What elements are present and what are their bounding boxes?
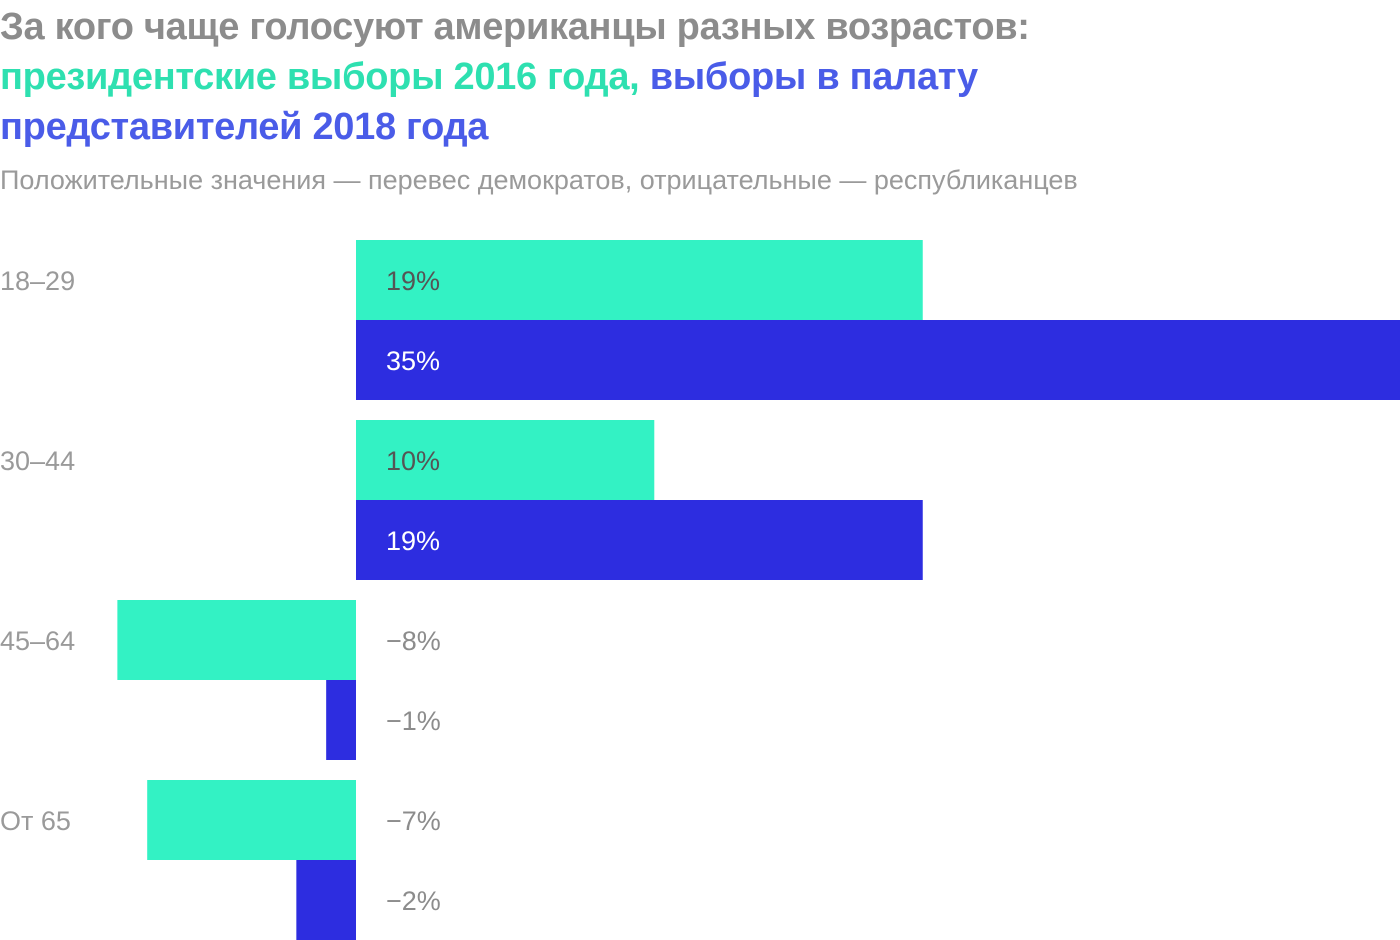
bar-series-1-4 xyxy=(147,780,356,860)
data-label: 19% xyxy=(386,266,440,296)
data-label: −8% xyxy=(386,626,441,656)
bar-series-2-4 xyxy=(296,860,356,940)
title-series-2016: президентские выборы 2016 года, xyxy=(0,56,640,98)
category-label: 18–29 xyxy=(0,266,75,296)
data-label: 35% xyxy=(386,346,440,376)
bar-series-2-1 xyxy=(356,320,1400,400)
category-label: От 65 xyxy=(0,806,71,836)
bar-series-1-3 xyxy=(117,600,356,680)
title-series-2018-b: представителей 2018 года xyxy=(0,106,489,148)
chart-subtitle: Положительные значения — перевес демокра… xyxy=(0,165,1078,195)
category-label: 45–64 xyxy=(0,626,75,656)
title-series-2018-a: выборы в палату xyxy=(649,56,978,98)
bar-series-2-2 xyxy=(356,500,923,580)
chart-title: За кого чаще голосуют американцы разных … xyxy=(0,2,1400,152)
bar-series-2-3 xyxy=(326,680,356,760)
title-line-1: За кого чаще голосуют американцы разных … xyxy=(0,6,1030,48)
data-label: −2% xyxy=(386,886,441,916)
data-label: −7% xyxy=(386,806,441,836)
bar-series-1-2 xyxy=(356,420,655,500)
data-label: 10% xyxy=(386,446,440,476)
category-label: 30–44 xyxy=(0,446,75,476)
data-label: 19% xyxy=(386,526,440,556)
data-label: −1% xyxy=(386,706,441,736)
bar-series-1-1 xyxy=(356,240,923,320)
